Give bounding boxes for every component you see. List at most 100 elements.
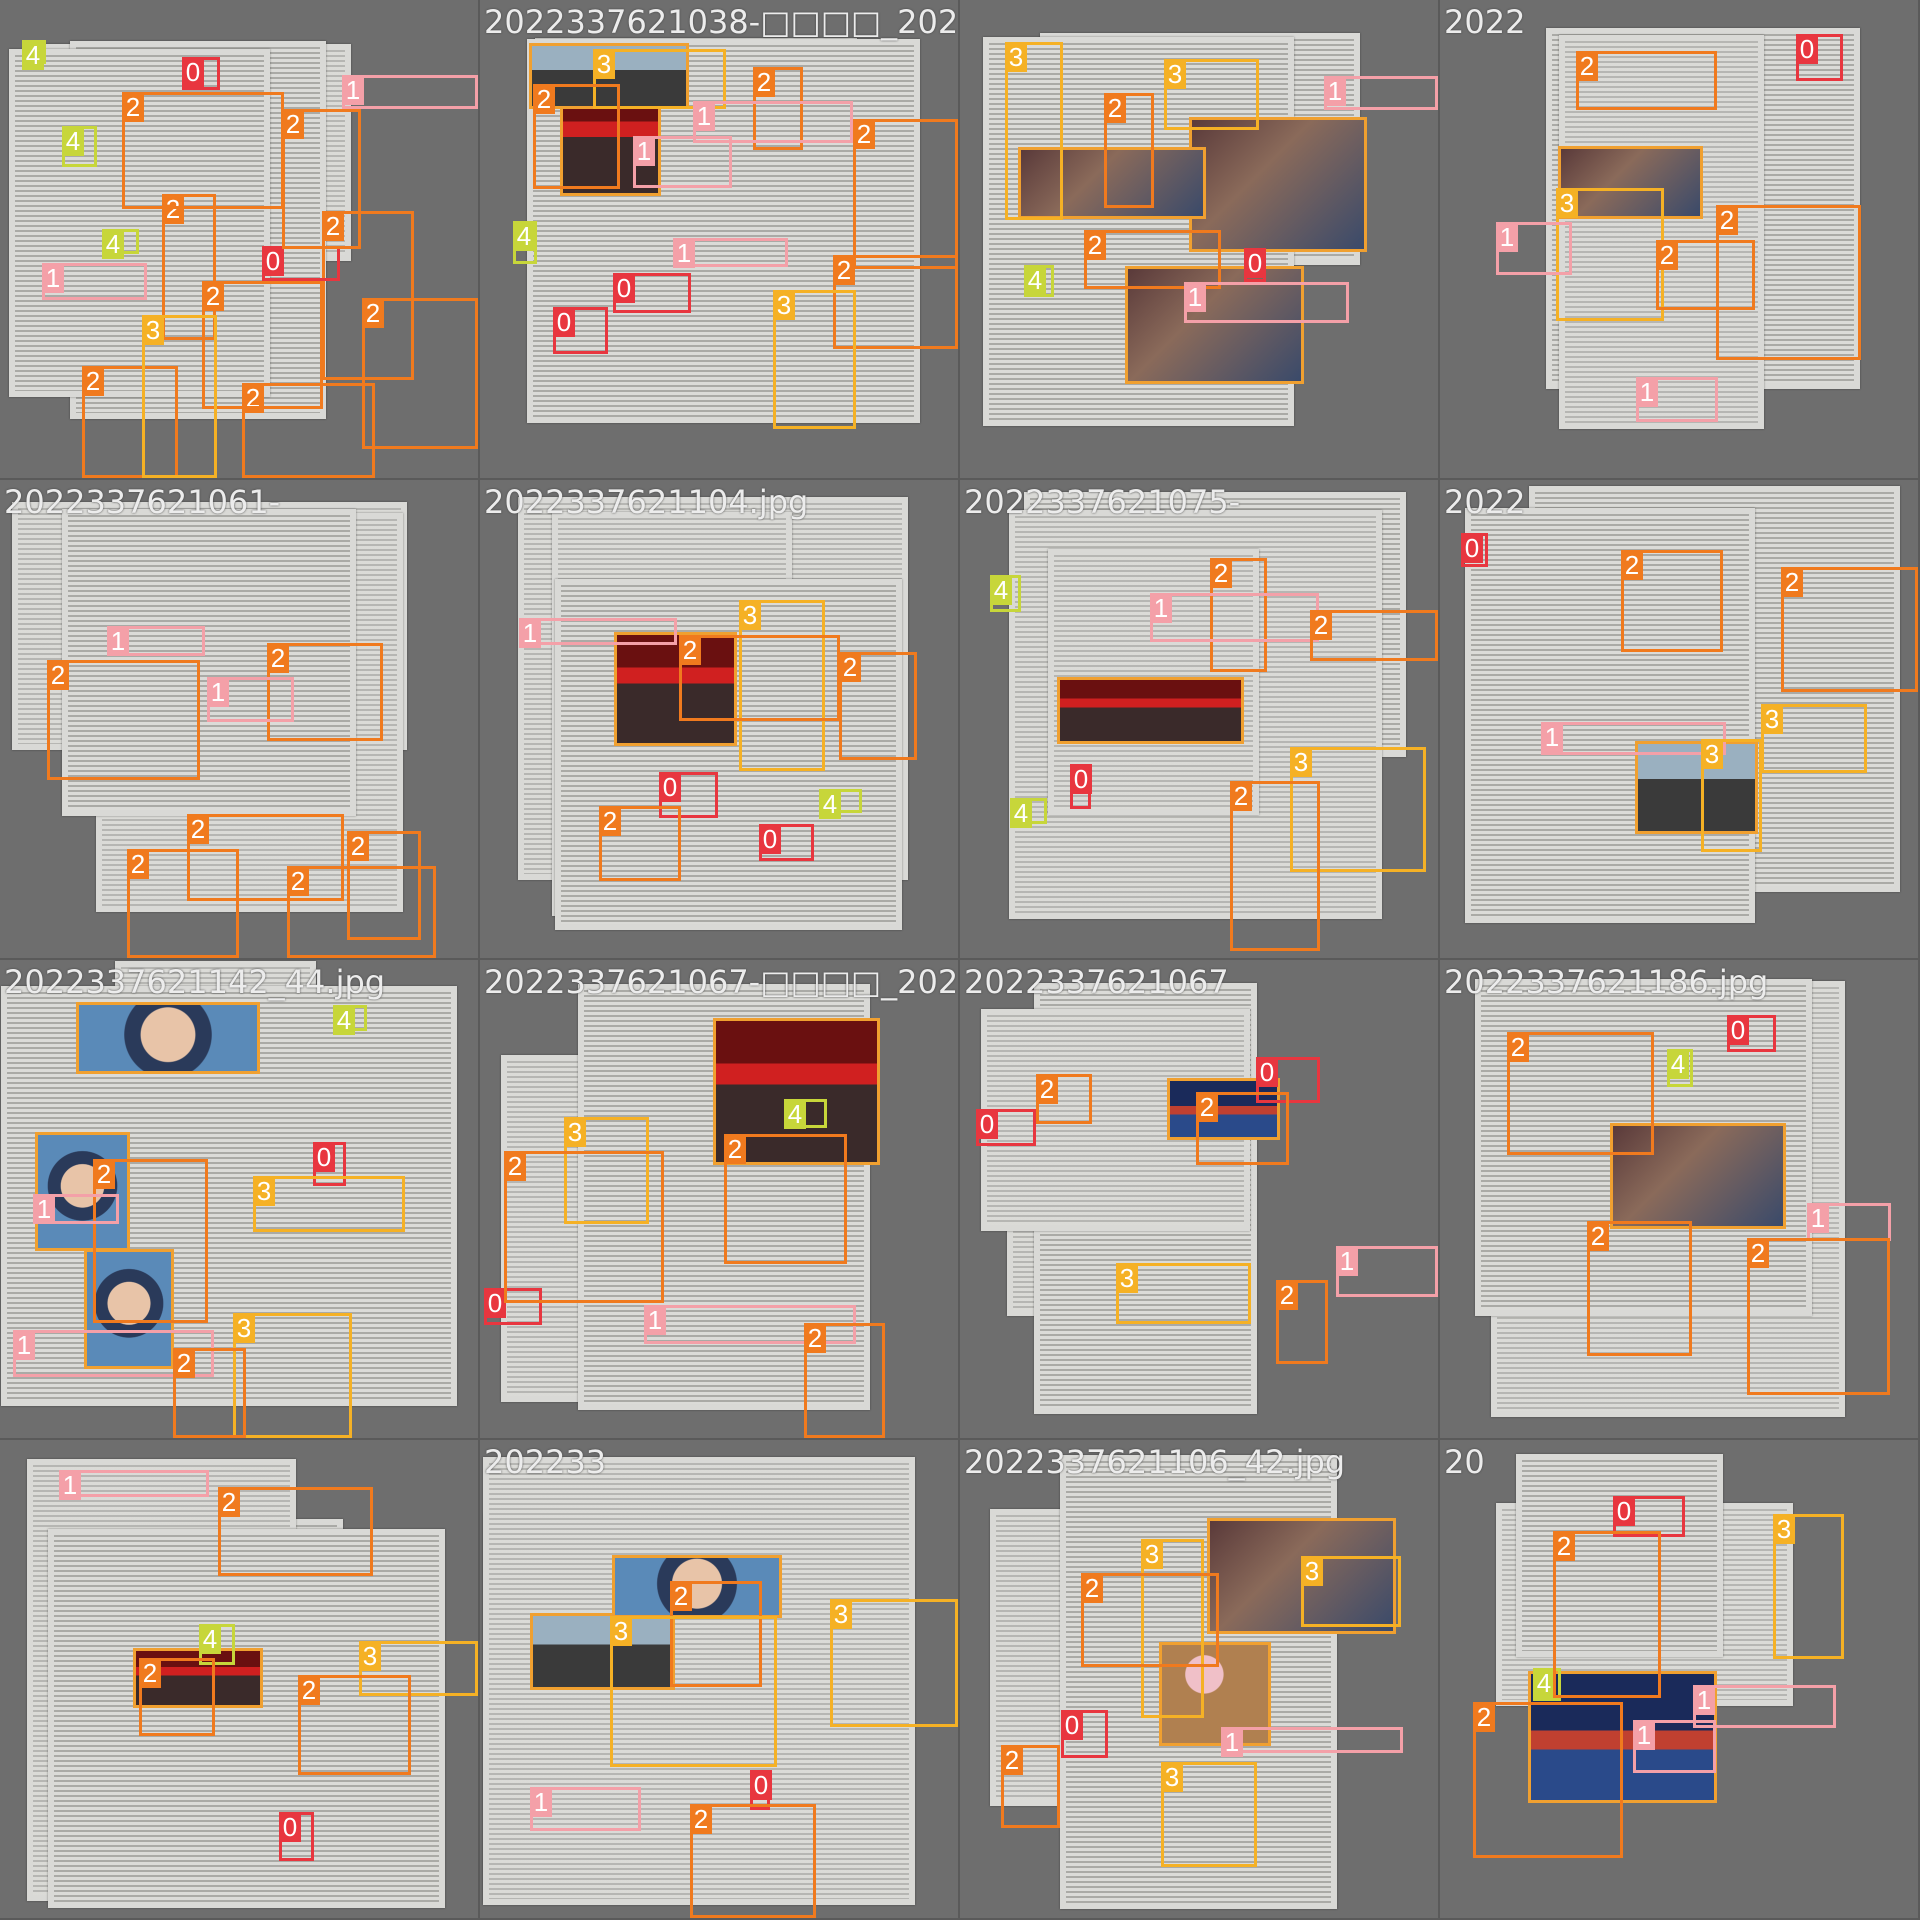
class-id-tag: 3 [593,49,615,79]
detection-box-class-4: 4 [333,1005,367,1035]
detection-box-class-0: 0 [1461,533,1488,567]
detection-box-class-2: 2 [1230,781,1320,951]
detection-box-class-1: 1 [673,238,788,268]
class-id-tag: 2 [1587,1221,1609,1251]
newspaper-photo [84,1249,174,1369]
detection-box-class-0: 0 [1613,1496,1685,1537]
detection-box-class-0: 0 [1796,34,1843,81]
class-id-tag: 2 [833,255,855,285]
class-id-tag: 3 [564,1117,586,1147]
class-id-tag: 2 [1576,51,1598,81]
detection-box-class-4: 4 [819,789,862,819]
detection-box-class-1: 1 [33,1194,119,1224]
detection-box-class-2: 2 [1084,230,1221,289]
detection-box-class-0: 0 [1061,1710,1108,1758]
class-id-tag: 0 [1070,764,1092,794]
class-id-tag: 3 [1141,1539,1163,1569]
class-id-tag: 3 [1005,42,1027,72]
class-id-tag: 2 [173,1348,195,1378]
class-id-tag: 2 [298,1675,320,1705]
detection-box-class-2: 2 [1210,558,1267,672]
detection-box-class-0: 0 [659,772,718,818]
class-id-tag: 4 [1024,265,1046,295]
class-id-tag: 3 [1701,739,1723,769]
mosaic-tile: 2022 3 0 1 2 3 2 [1440,480,1920,960]
class-id-tag: 2 [287,866,309,896]
newspaper-page [1060,1455,1337,1909]
class-id-tag: 1 [107,626,129,656]
class-id-tag: 2 [1507,1032,1529,1062]
detection-box-class-2: 2 [1196,1092,1289,1165]
detection-box-class-2: 2 [1553,1531,1661,1698]
detection-box-class-4: 4 [199,1624,235,1665]
class-id-tag: 2 [853,119,875,149]
class-id-tag: 2 [347,831,369,861]
detection-box-class-2: 2 [504,1151,664,1303]
mosaic-tile: 2022337621142_44.jpg 3 0 1 2 2 3 4 1 [0,960,480,1440]
detection-box-class-2: 2 [533,84,620,189]
class-id-tag: 1 [1221,1727,1243,1757]
detection-box-class-1: 1 [1336,1246,1438,1297]
mosaic-tile: 2022337621067-□□□□_202 4 0 3 1 2 2 2 [480,960,960,1440]
class-id-tag: 4 [1010,798,1032,828]
class-id-tag: 2 [139,1658,161,1688]
detection-box-class-4: 4 [22,40,46,70]
detection-box-class-2: 2 [93,1159,208,1323]
detection-box-class-2: 2 [298,1675,411,1775]
class-id-tag: 0 [279,1812,301,1842]
newspaper-photo [1125,266,1304,384]
detection-box-class-3: 3 [1161,1762,1257,1867]
detection-box-class-2: 2 [1104,93,1154,208]
detection-box-class-3: 3 [1005,42,1063,220]
detection-box-class-1: 1 [1150,593,1319,642]
class-id-tag: 1 [633,136,655,166]
newspaper-photo [1167,1078,1280,1140]
tile-filename-label: 2022337621142_44.jpg [4,963,386,1001]
detection-box-class-1: 1 [59,1470,209,1500]
class-id-tag: 2 [1210,558,1232,588]
class-id-tag: 2 [362,298,384,328]
class-id-tag: 4 [22,40,44,70]
detection-box-class-2: 2 [1621,550,1723,652]
class-id-tag: 2 [93,1159,115,1189]
class-id-tag: 3 [142,315,164,345]
class-id-tag: 1 [1150,593,1172,623]
class-id-tag: 1 [207,677,229,707]
class-id-tag: 1 [1807,1203,1829,1233]
detection-box-class-2: 2 [599,806,681,881]
detection-box-class-2: 2 [362,298,478,449]
mosaic-tile: 2022337621075- 2 3 4 0 1 2 2 4 [960,480,1440,960]
class-id-tag: 0 [313,1142,335,1172]
class-id-tag: 2 [839,652,861,682]
tile-filename-label: 2022337621061- [4,483,281,521]
class-id-tag: 2 [1781,567,1803,597]
detection-box-class-2: 2 [139,1658,215,1736]
mosaic-tile: 2022337621106_42.jpg 0 3 1 3 2 2 3 [960,1440,1440,1920]
class-id-tag: 1 [644,1305,666,1335]
detection-box-class-0: 0 [279,1812,314,1861]
class-id-tag: 2 [242,383,264,413]
class-id-tag: 0 [1796,34,1818,64]
mosaic-tile: 4 0 3 1 2 2 2 [0,1440,480,1920]
class-id-tag: 1 [1184,282,1206,312]
detection-box-class-0: 0 [750,1770,772,1810]
class-id-tag: 2 [47,660,69,690]
detection-box-class-0: 0 [759,824,814,861]
detection-box-class-2: 2 [267,643,383,741]
detection-box-class-2: 2 [724,1134,847,1264]
class-id-tag: 2 [690,1804,712,1834]
detection-box-class-1: 1 [1807,1203,1891,1241]
tile-filename-label: 202233 [484,1443,607,1481]
detection-box-class-1: 1 [1184,282,1349,323]
detection-box-class-2: 2 [670,1581,762,1687]
detection-box-class-2: 2 [1081,1573,1219,1667]
class-id-tag: 2 [1104,93,1126,123]
class-id-tag: 3 [1164,59,1186,89]
newspaper-page [1465,508,1755,923]
detection-box-class-2: 2 [173,1348,246,1438]
detection-box-class-1: 1 [1693,1685,1836,1728]
class-id-tag: 3 [830,1599,852,1629]
detection-box-class-1: 1 [1496,222,1572,275]
detection-box-class-3: 3 [610,1616,777,1767]
detection-box-class-2: 2 [122,92,284,209]
